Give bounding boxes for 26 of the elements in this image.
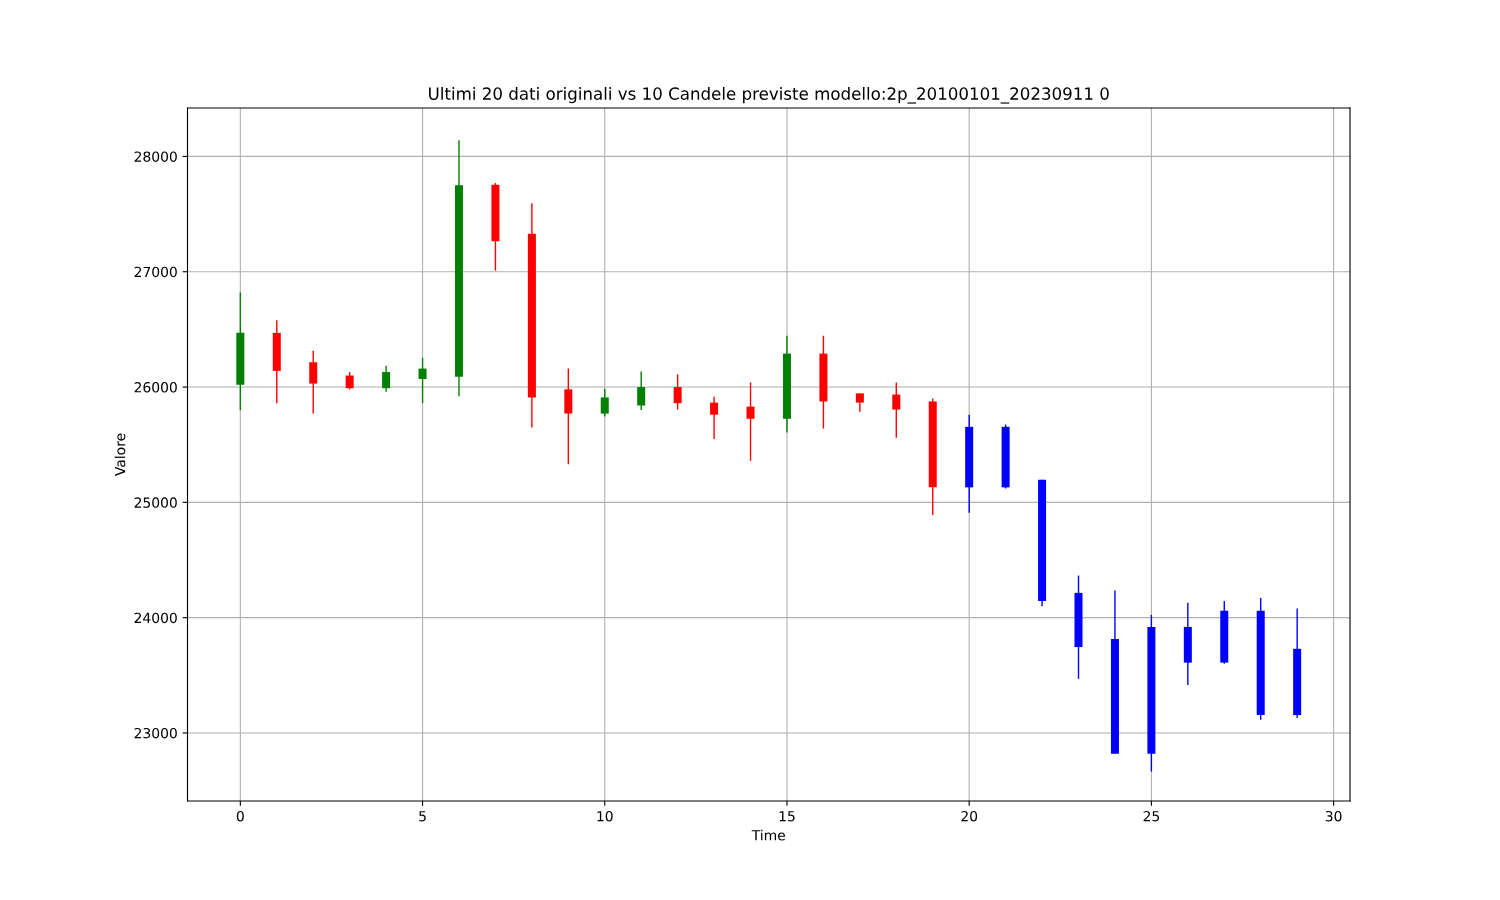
candlestick	[710, 396, 719, 440]
x-tick-label: 15	[779, 811, 795, 822]
x-tick-label: 25	[1143, 810, 1160, 822]
y-tick-label: 28000	[134, 151, 177, 162]
candlestick	[637, 370, 646, 411]
y-tick-label: 25000	[134, 497, 177, 508]
candlestick	[673, 373, 682, 411]
x-tick-label: 30	[1325, 810, 1342, 822]
x-tick-label: 20	[961, 810, 978, 822]
x-tick-label: 10	[597, 810, 613, 822]
candlestick	[600, 388, 609, 418]
x-tick-label: 5	[419, 811, 426, 822]
candlestick	[855, 392, 864, 413]
y-tick-label: 27000	[134, 266, 177, 278]
y-tick-label: 24000	[134, 612, 177, 624]
y-axis-title: Valore	[114, 433, 126, 477]
candlestick	[382, 365, 391, 393]
chart-title: Ultimi 20 dati originali vs 10 Candele previste modello:2p_20100101_20230911 0	[429, 87, 1109, 104]
x-axis-title: Time	[751, 829, 785, 841]
y-tick-label: 23000	[134, 727, 177, 739]
x-tick-label: 0	[236, 810, 244, 822]
candlestick	[418, 356, 427, 404]
candlestick	[309, 350, 318, 415]
y-tick-label: 26000	[134, 382, 177, 393]
candlestick	[892, 381, 901, 439]
candlestick	[746, 381, 755, 462]
